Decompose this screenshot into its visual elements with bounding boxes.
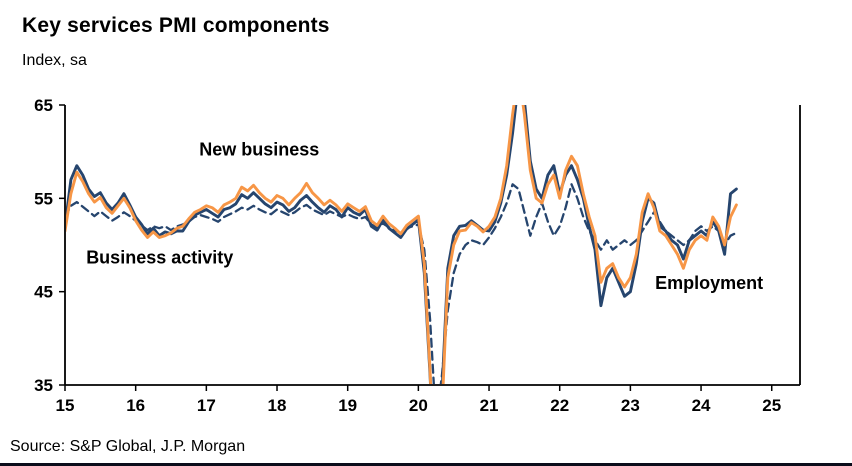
x-tick-label: 23 <box>621 396 640 415</box>
y-tick-label: 35 <box>34 376 53 395</box>
chart-title: Key services PMI components <box>22 14 330 37</box>
series-line-new-business <box>66 105 738 384</box>
series-label-business-activity: Business activity <box>86 248 233 268</box>
x-tick-label: 24 <box>692 396 711 415</box>
y-tick-label: 65 <box>34 96 53 115</box>
x-tick-label: 21 <box>480 396 499 415</box>
series-line-business-activity <box>66 105 738 384</box>
series-line-employment <box>66 183 738 384</box>
y-tick-label: 45 <box>34 283 53 302</box>
bottom-rule <box>0 463 852 466</box>
x-tick-label: 25 <box>762 396 781 415</box>
x-tick-label: 20 <box>409 396 428 415</box>
x-tick-label: 17 <box>197 396 216 415</box>
x-tick-label: 19 <box>338 396 357 415</box>
y-tick-label: 55 <box>34 189 53 208</box>
chart-subtitle: Index, sa <box>22 52 87 69</box>
x-tick-label: 15 <box>56 396 75 415</box>
series-label-employment: Employment <box>655 273 763 293</box>
x-tick-label: 18 <box>268 396 287 415</box>
series-label-new-business: New business <box>199 139 319 159</box>
source-note: Source: S&P Global, J.P. Morgan <box>10 438 246 455</box>
x-tick-label: 16 <box>126 396 145 415</box>
x-tick-label: 22 <box>550 396 569 415</box>
